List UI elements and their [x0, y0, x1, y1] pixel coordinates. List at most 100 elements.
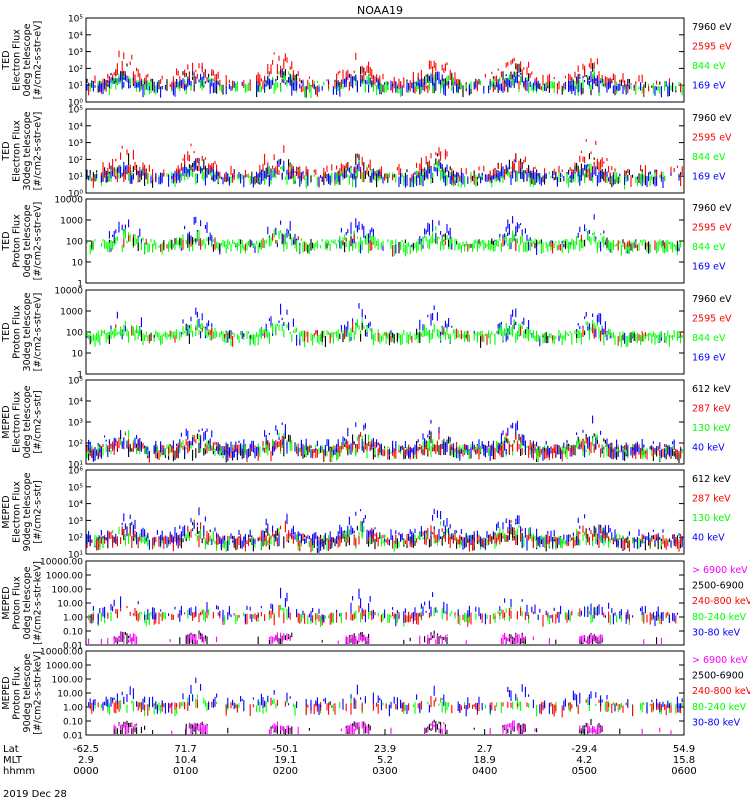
y-axis-label: TED — [1, 322, 12, 342]
y-tick-label: 0.01 — [63, 732, 83, 742]
y-tick-label: 10⁵ — [68, 377, 83, 387]
flux-traces — [86, 50, 683, 98]
series-magenta — [88, 631, 662, 644]
series-magenta — [113, 720, 672, 734]
legend-entry: 30-80 keV — [692, 627, 741, 638]
legend-entry: > 6900 keV — [692, 655, 748, 666]
series-green — [89, 69, 683, 98]
x-tick-label: -50.1 — [272, 744, 298, 755]
plot-title: NOAA19 — [357, 4, 403, 17]
x-tick-label: 0200 — [273, 766, 298, 777]
y-tick-label: 10² — [68, 440, 83, 450]
y-axis-label: Proton Flux — [12, 576, 23, 630]
legend-entry: 612 keV — [692, 474, 731, 485]
y-axis-label: Electron Flux — [12, 481, 23, 543]
legend-entry: 2595 eV — [692, 223, 732, 234]
legend-entry: 40 keV — [692, 443, 725, 454]
y-tick-label: 10 — [72, 259, 84, 269]
x-tick-label: 18.9 — [474, 755, 496, 766]
legend-entry: 7960 eV — [692, 22, 732, 33]
panel-8: 0.01 0.10 1.00 10.00 100.00 1000.00 10000.00 ME… — [1, 648, 750, 742]
y-tick-label: 10¹ — [68, 551, 83, 561]
y-tick-label: 10⁰ — [68, 190, 83, 200]
y-tick-label: 10⁴ — [68, 398, 83, 408]
x-tick-label: 0500 — [572, 766, 597, 777]
panel-5: 10¹ 10² 10³ 10⁴ 10⁵ MEPED Electron Flux 0deg te… — [1, 377, 731, 471]
y-tick-label: 1.00 — [63, 614, 83, 624]
y-axis-label: 0deg telescope — [22, 566, 33, 639]
y-tick-label: 10000 — [54, 196, 83, 206]
series-green — [86, 226, 682, 257]
x-tick-label: 5.2 — [377, 755, 393, 766]
legend-entry: 169 eV — [692, 353, 726, 364]
legend-entry: 2595 eV — [692, 42, 732, 53]
y-tick-label: 10² — [68, 534, 83, 544]
y-axis-label: Electron Flux — [12, 391, 23, 453]
series-red — [86, 430, 682, 463]
y-axis-label: [#/cm2-s-str-keV] — [33, 561, 44, 645]
date-label: 2019 Dec 28 — [3, 789, 67, 800]
series-blue — [86, 158, 680, 188]
series-black — [86, 153, 682, 188]
x-tick-label: 54.9 — [673, 744, 695, 755]
y-tick-label: 100.00 — [52, 676, 84, 686]
y-tick-label: 10⁵ — [68, 15, 83, 25]
flux-traces — [86, 415, 683, 463]
legend-entry: 80-240 keV — [692, 612, 747, 623]
y-axis-label: MEPED — [1, 495, 12, 528]
y-axis-label: [#/cm2-s-str-eV] — [33, 293, 44, 372]
y-axis-label: Proton Flux — [12, 214, 23, 268]
series-green — [86, 521, 682, 552]
flux-traces — [86, 139, 683, 190]
legend-entry: 169 eV — [692, 172, 726, 183]
y-axis-label: 0deg telescope — [22, 204, 33, 277]
x-tick-label: 23.9 — [374, 744, 396, 755]
legend-entry: 240-800 keV — [692, 596, 750, 607]
legend-entry: 2500-6900 — [692, 581, 744, 592]
series-black — [89, 321, 635, 348]
legend-entry: 30-80 keV — [692, 717, 741, 728]
y-tick-label: 10⁵ — [68, 106, 83, 116]
y-tick-label: 100 — [66, 329, 83, 339]
y-tick-label: 10⁴ — [68, 122, 83, 132]
y-tick-label: 10³ — [68, 419, 83, 429]
x-tick-label: 0100 — [173, 766, 198, 777]
panel-4: 1 10 100 1000 10000 TED Proton Flux 30deg teles… — [1, 287, 732, 381]
legend-entry: 130 keV — [692, 423, 731, 434]
series-black — [86, 430, 682, 463]
y-tick-label: 10¹ — [68, 82, 83, 92]
y-tick-label: 10³ — [68, 48, 83, 58]
y-axis-label: MEPED — [1, 676, 12, 709]
x-tick-label: 0000 — [73, 766, 98, 777]
x-tick-label: -29.4 — [571, 744, 597, 755]
y-tick-label: 10000.00 — [40, 648, 83, 658]
y-axis-label: MEPED — [1, 405, 12, 438]
y-axis-label: 90deg telescope — [22, 653, 33, 732]
y-axis-label: 0deg telescope — [22, 23, 33, 96]
y-tick-label: 10 — [72, 350, 84, 360]
y-axis-label: TED — [1, 141, 12, 161]
x-tick-label: 2.9 — [78, 755, 94, 766]
flux-traces — [88, 587, 678, 644]
panel-2: 10⁰ 10¹ 10² 10³ 10⁴ 10⁵ TED Electron Flux 30deg … — [1, 106, 732, 200]
y-tick-label: 1 — [77, 371, 83, 381]
y-axis-label: [#/cm2-s-str-keV] — [33, 651, 44, 735]
x-tick-label: 4.2 — [576, 755, 592, 766]
legend-entry: 7960 eV — [692, 203, 732, 214]
series-red — [91, 139, 683, 188]
y-tick-label: 100.00 — [52, 586, 84, 596]
y-tick-label: 10000.00 — [40, 558, 83, 568]
y-axis-label: Electron Flux — [12, 120, 23, 182]
legend-entry: 287 keV — [692, 494, 731, 505]
legend-entry: 7960 eV — [692, 113, 732, 124]
legend-entry: > 6900 keV — [692, 565, 748, 576]
y-tick-label: 10⁴ — [68, 31, 83, 41]
series-red — [88, 50, 682, 98]
y-tick-label: 10² — [68, 65, 83, 75]
series-blue — [88, 415, 682, 462]
y-tick-label: 1000.00 — [46, 572, 83, 582]
x-tick-label: 19.1 — [274, 755, 296, 766]
